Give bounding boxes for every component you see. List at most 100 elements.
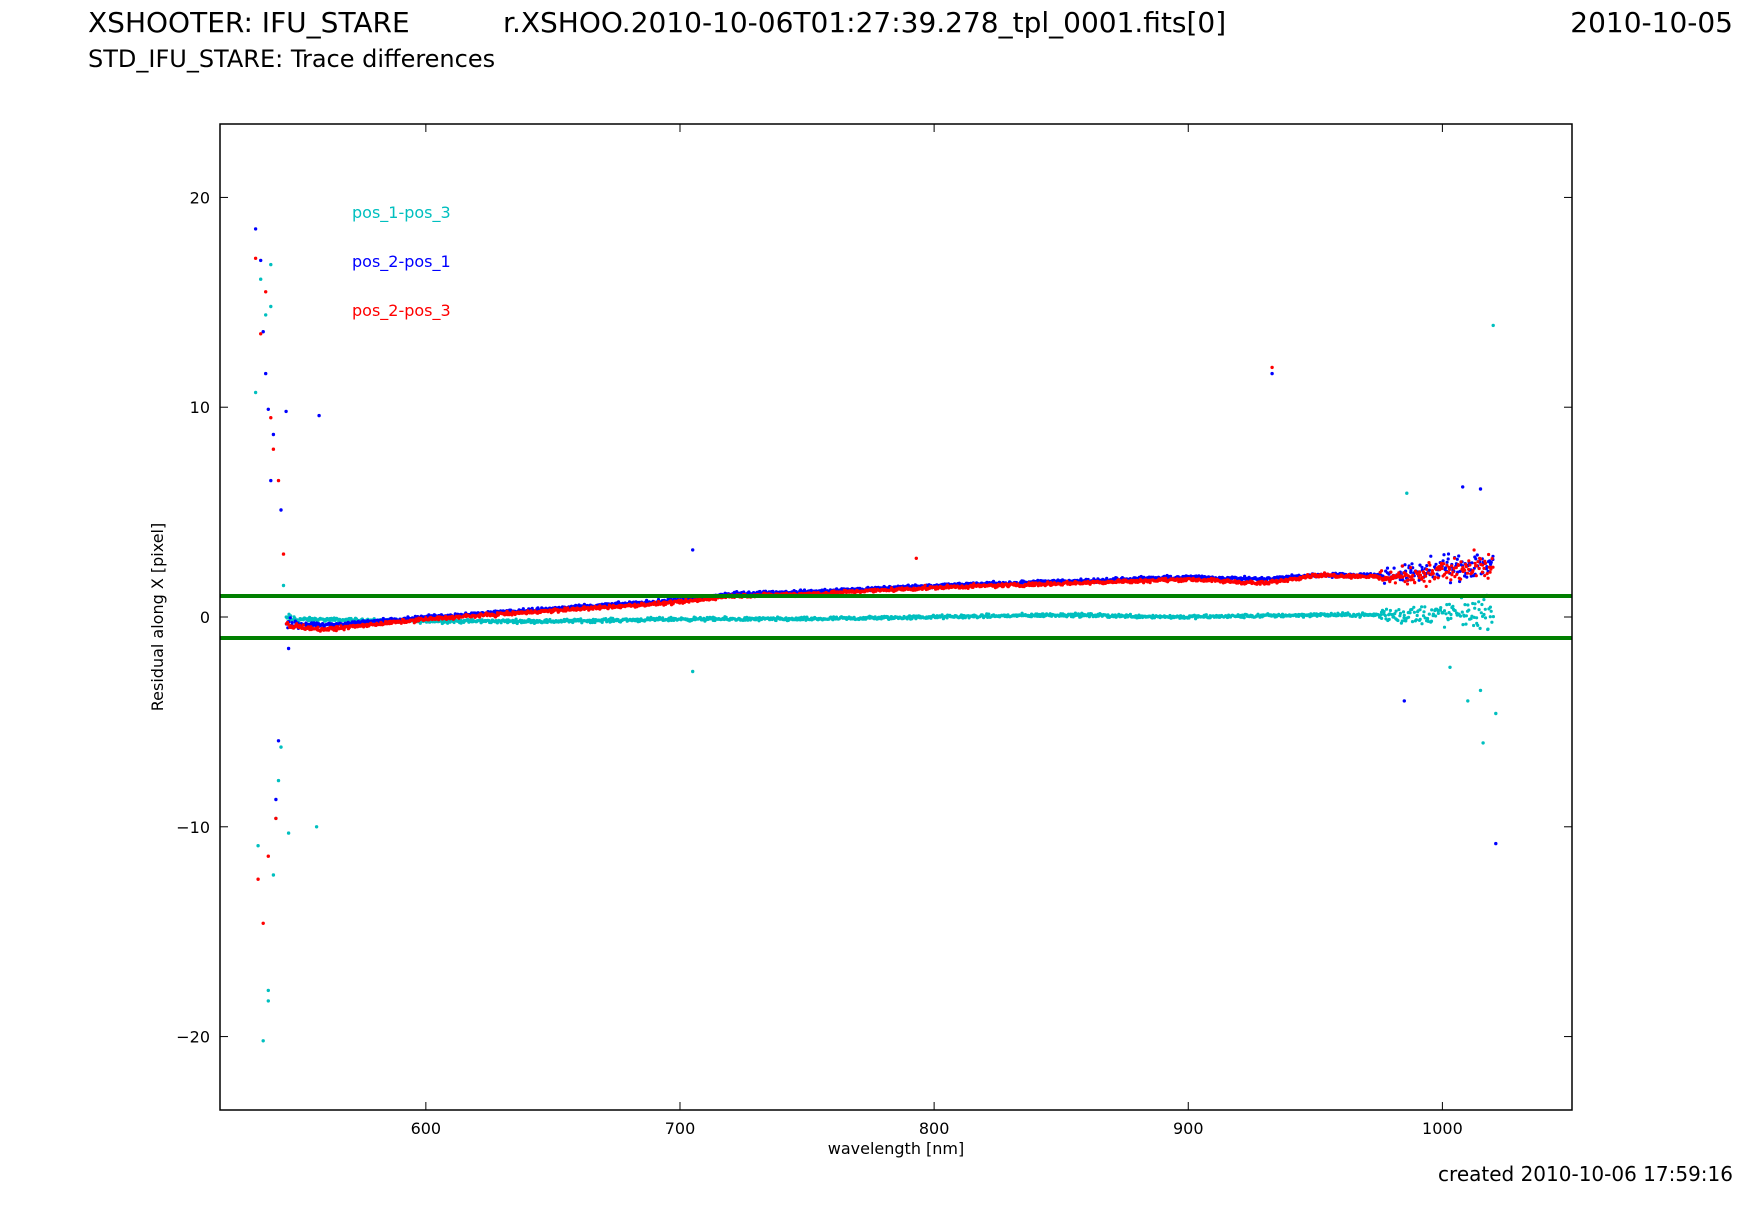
- data-point: [1480, 563, 1485, 567]
- y-tick-label: −20: [176, 1028, 210, 1047]
- data-point: [1456, 563, 1461, 568]
- outlier-point: [266, 854, 270, 858]
- data-point: [940, 613, 944, 617]
- data-point: [1405, 582, 1410, 586]
- data-point: [306, 625, 310, 629]
- data-point: [1482, 566, 1486, 571]
- data-point: [1440, 566, 1444, 571]
- data-point: [1385, 566, 1390, 570]
- data-point: [991, 579, 996, 584]
- data-point: [312, 621, 316, 625]
- data-point: [1383, 614, 1387, 618]
- data-point: [1413, 580, 1417, 584]
- data-point: [831, 618, 835, 622]
- data-point: [1380, 616, 1384, 621]
- data-point: [1267, 582, 1271, 586]
- outlier-point: [286, 646, 291, 651]
- data-point: [514, 617, 518, 621]
- data-point: [1401, 575, 1405, 579]
- data-point: [1420, 565, 1424, 569]
- data-point: [908, 614, 912, 618]
- data-point: [1398, 614, 1402, 618]
- data-point: [1242, 616, 1246, 620]
- data-point: [1487, 552, 1491, 557]
- data-point: [1473, 606, 1477, 610]
- outlier-point: [256, 844, 260, 848]
- data-point: [1411, 573, 1415, 577]
- data-point: [923, 583, 927, 588]
- data-point: [1445, 603, 1449, 607]
- data-point: [1380, 569, 1384, 573]
- data-point: [600, 620, 604, 625]
- data-point: [1474, 574, 1478, 578]
- y-tick-label: 20: [190, 188, 210, 207]
- data-point: [1169, 574, 1173, 579]
- data-point: [1422, 610, 1426, 614]
- header-instrument: XSHOOTER: IFU_STARE: [88, 6, 410, 39]
- data-point: [1409, 568, 1413, 573]
- data-point: [889, 586, 894, 590]
- outlier-point: [1402, 699, 1407, 703]
- data-point: [829, 615, 833, 619]
- data-point: [1486, 576, 1490, 580]
- data-point: [1480, 570, 1484, 574]
- outlier-point: [691, 548, 695, 552]
- data-point: [1322, 571, 1327, 575]
- data-point: [1378, 575, 1382, 579]
- data-point: [1442, 625, 1447, 629]
- data-point: [1448, 567, 1452, 572]
- data-point: [1470, 561, 1474, 565]
- data-point: [1410, 562, 1414, 566]
- data-point: [1490, 557, 1494, 561]
- outlier-point: [1270, 365, 1274, 370]
- data-point: [1476, 560, 1480, 564]
- data-point: [906, 583, 910, 587]
- outlier-point: [1405, 491, 1409, 495]
- data-point: [1448, 581, 1453, 585]
- outlier-point: [276, 778, 281, 783]
- data-point: [1467, 567, 1471, 571]
- data-point: [1408, 611, 1412, 615]
- data-point: [1477, 608, 1481, 612]
- data-point: [1384, 607, 1389, 611]
- data-point: [1472, 548, 1476, 552]
- data-point: [495, 621, 499, 625]
- data-point: [1428, 579, 1432, 584]
- data-point: [771, 589, 775, 594]
- data-point: [1490, 620, 1494, 624]
- outlier-point: [276, 478, 281, 483]
- data-point: [757, 619, 761, 623]
- data-point: [1123, 615, 1127, 620]
- data-point: [1454, 566, 1458, 570]
- header-filename: r.XSHOO.2010-10-06T01:27:39.278_tpl_0001…: [503, 6, 1227, 39]
- data-point: [1430, 608, 1434, 612]
- outlier-point: [253, 390, 258, 395]
- x-tick-label: 1000: [1422, 1119, 1463, 1138]
- data-point: [1434, 562, 1438, 566]
- data-point: [381, 616, 385, 621]
- data-point: [1422, 571, 1427, 576]
- data-point: [1425, 564, 1429, 568]
- data-point: [328, 619, 332, 623]
- data-point: [1424, 574, 1428, 578]
- data-point: [1382, 581, 1387, 585]
- data-point: [1485, 565, 1489, 569]
- data-point: [1442, 609, 1447, 613]
- data-point: [1463, 603, 1467, 607]
- outlier-point: [1481, 741, 1485, 745]
- data-point: [1488, 615, 1492, 619]
- y-tick-label: 10: [190, 398, 210, 417]
- data-point: [1379, 613, 1383, 617]
- data-point: [1431, 572, 1435, 576]
- data-point: [1400, 619, 1404, 623]
- data-point: [1460, 610, 1464, 614]
- outlier-point: [266, 407, 270, 411]
- data-point: [1475, 616, 1479, 620]
- data-point: [1422, 579, 1426, 583]
- chart-subtitle: STD_IFU_STARE: Trace differences: [88, 45, 496, 73]
- outlier-point: [261, 1039, 265, 1043]
- outlier-point: [253, 256, 258, 260]
- data-point: [1431, 612, 1435, 616]
- outlier-point: [269, 304, 273, 309]
- data-point: [1409, 566, 1413, 570]
